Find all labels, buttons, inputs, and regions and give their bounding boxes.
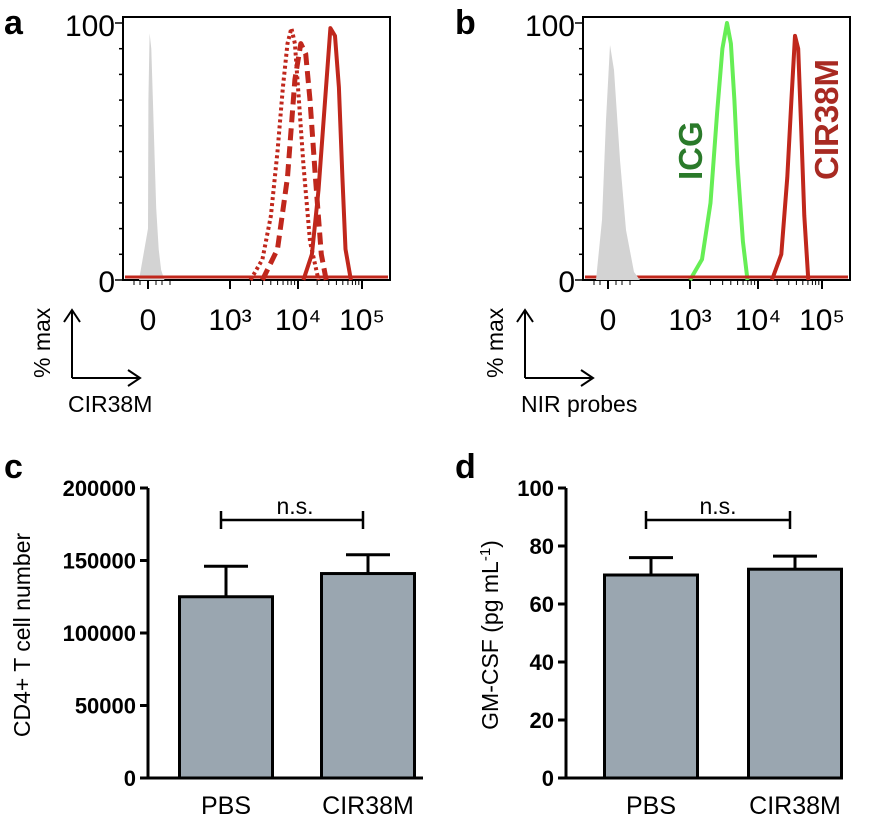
panel-a-xtick-1000: 10³ <box>208 304 251 337</box>
a-plot-series-1-line <box>248 26 321 282</box>
panel-d-ylabel: GM-CSF (pg mL-1) <box>477 540 504 730</box>
b-plot-series-0-line <box>688 21 750 282</box>
d-plot-ytick-label: 40 <box>530 650 554 675</box>
panel-a-ytick-100: 100 <box>65 10 115 43</box>
c-plot-ytick-label: 100000 <box>63 621 136 646</box>
b-plot-isotype-area <box>596 45 640 280</box>
panel-a-x-arrow-label: CIR38M <box>68 391 152 417</box>
panel-label-b: b <box>455 4 476 42</box>
c-plot-bar-PBS <box>178 595 274 780</box>
panel-b-series-label-cir38m: CIR38M <box>808 59 845 180</box>
a-plot-frame <box>122 16 391 281</box>
c-plot-ytick-label: 0 <box>124 766 136 791</box>
panel-b-xtick-0: 0 <box>600 304 617 337</box>
panel-b: b 100 0 0 10³ 10⁴ 10⁵ % max NIR probes I… <box>455 4 851 417</box>
d-plot-bar-CIR38M <box>747 567 843 780</box>
panel-d-ylabel-sup: -1 <box>477 548 494 561</box>
a-plot-series-3-line <box>301 26 353 281</box>
panel-b-ytick-0: 0 <box>558 266 575 299</box>
d-plot-bar-PBS <box>603 573 699 780</box>
panel-b-x-arrow-label: NIR probes <box>521 391 637 417</box>
d-plot-ytick-label: 100 <box>517 476 554 501</box>
panel-b-series-label-icg: ICG <box>672 121 709 180</box>
panel-a-xtick-10000: 10⁴ <box>275 304 321 337</box>
panel-a-xtick-0: 0 <box>140 304 157 337</box>
panel-d-plot: 0 20 40 60 80 100 PBS CIR38M <box>517 476 843 820</box>
panel-label-a: a <box>4 4 24 42</box>
panel-d-ylabel-close: ) <box>477 540 503 548</box>
panel-b-y-arrow-label: % max <box>482 307 508 378</box>
c-plot-xlabel-CIR38M: CIR38M <box>322 792 414 820</box>
c-plot-ytick-label: 50000 <box>75 694 136 719</box>
b-plot-series-1-line <box>770 33 811 281</box>
panel-d: d 0 20 40 60 80 100 PBS CIR38M GM-CSF (pg mL-1)… <box>455 448 843 820</box>
panel-d-ylabel-main: GM-CSF (pg mL <box>477 561 503 730</box>
panel-b-xtick-1000: 10³ <box>668 304 711 337</box>
panel-b-xtick-100000: 10⁵ <box>799 304 845 337</box>
b-plot-frame <box>582 16 851 281</box>
panel-a-xtick-100000: 10⁵ <box>339 304 385 337</box>
panel-label-d: d <box>455 448 476 486</box>
c-plot-ytick-label: 150000 <box>63 549 136 574</box>
c-plot-bar-CIR38M <box>320 572 416 780</box>
panel-a-plot <box>115 16 391 289</box>
d-plot-xlabel-CIR38M: CIR38M <box>749 792 841 820</box>
panel-a-axis-arrows <box>63 308 142 387</box>
panel-b-axis-arrows <box>516 308 595 387</box>
d-plot-xlabel-PBS: PBS <box>626 792 676 820</box>
panel-b-ytick-100: 100 <box>525 10 575 43</box>
panel-b-xtick-10000: 10⁴ <box>735 304 781 337</box>
d-plot-ytick-label: 0 <box>542 766 554 791</box>
panel-c-ns-label: n.s. <box>276 493 313 519</box>
panel-c-ylabel: CD4+ T cell number <box>9 532 35 737</box>
panel-d-ns-label: n.s. <box>699 493 736 519</box>
panel-a-y-arrow-label: % max <box>29 307 55 378</box>
c-plot-ytick-label: 200000 <box>63 476 136 501</box>
panel-a: a 100 0 0 10³ 10⁴ 10⁵ % max CIR38M <box>4 4 391 417</box>
panel-b-plot <box>575 16 851 289</box>
d-plot-ytick-label: 60 <box>530 592 554 617</box>
panel-a-ytick-0: 0 <box>98 266 115 299</box>
a-plot-series-0-area <box>139 33 165 280</box>
panel-label-c: c <box>4 448 23 486</box>
panel-c-plot: 0 50000 100000 150000 200000 PBS CIR38M <box>63 476 423 820</box>
panel-c: c 0 50000 100000 150000 200000 PBS CIR38M CD4+… <box>4 448 423 820</box>
a-plot-series-2-line <box>260 41 329 282</box>
d-plot-ytick-label: 80 <box>530 534 554 559</box>
c-plot-xlabel-PBS: PBS <box>201 792 251 820</box>
d-plot-ytick-label: 20 <box>530 708 554 733</box>
